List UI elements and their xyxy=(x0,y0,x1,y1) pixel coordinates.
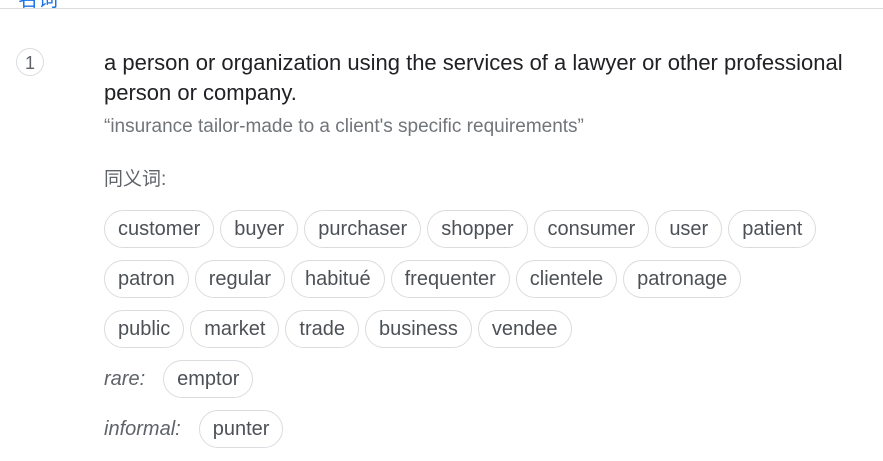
synonym-chip[interactable]: market xyxy=(190,310,280,348)
definition-text: a person or organization using the servi… xyxy=(104,50,843,105)
synonym-chip[interactable]: public xyxy=(104,310,185,348)
synonym-chip[interactable]: buyer xyxy=(220,210,299,248)
synonym-chip[interactable]: patient xyxy=(728,210,817,248)
part-of-speech-label: 名词 xyxy=(18,0,58,11)
synonym-chip[interactable]: business xyxy=(364,310,472,348)
synonym-chip[interactable]: patronage xyxy=(623,260,742,298)
synonym-chip[interactable]: customer xyxy=(104,210,215,248)
example-sentence: “insurance tailor-made to a client's spe… xyxy=(104,116,584,137)
synonym-chip[interactable]: vendee xyxy=(477,310,572,348)
synonym-chip[interactable]: patron xyxy=(104,260,189,298)
divider xyxy=(0,8,883,9)
synonym-chip[interactable]: clientele xyxy=(515,260,618,298)
register-label-rare: rare: xyxy=(104,368,146,390)
sense-number: 1 xyxy=(16,48,44,76)
rare-synonyms-row: rare: emptor xyxy=(104,359,254,399)
synonym-row-1: customer buyer purchaser shopper consume… xyxy=(104,209,817,249)
synonym-chip[interactable]: frequenter xyxy=(390,260,510,298)
synonym-chip[interactable]: emptor xyxy=(163,360,254,398)
register-label-informal: informal: xyxy=(104,418,181,440)
synonym-chip[interactable]: habitué xyxy=(290,260,385,298)
informal-synonyms-row: informal: punter xyxy=(104,409,284,449)
synonym-chip[interactable]: consumer xyxy=(533,210,650,248)
synonym-chip[interactable]: trade xyxy=(285,310,359,348)
synonym-chip[interactable]: user xyxy=(655,210,723,248)
synonym-chip[interactable]: purchaser xyxy=(304,210,422,248)
synonyms-heading: 同义词: xyxy=(104,169,167,190)
synonym-row-3: public market trade business vendee xyxy=(104,309,572,349)
synonym-chip[interactable]: shopper xyxy=(427,210,528,248)
synonym-chip[interactable]: punter xyxy=(198,410,284,448)
synonym-row-2: patron regular habitué frequenter client… xyxy=(104,259,742,299)
synonym-chip[interactable]: regular xyxy=(194,260,285,298)
